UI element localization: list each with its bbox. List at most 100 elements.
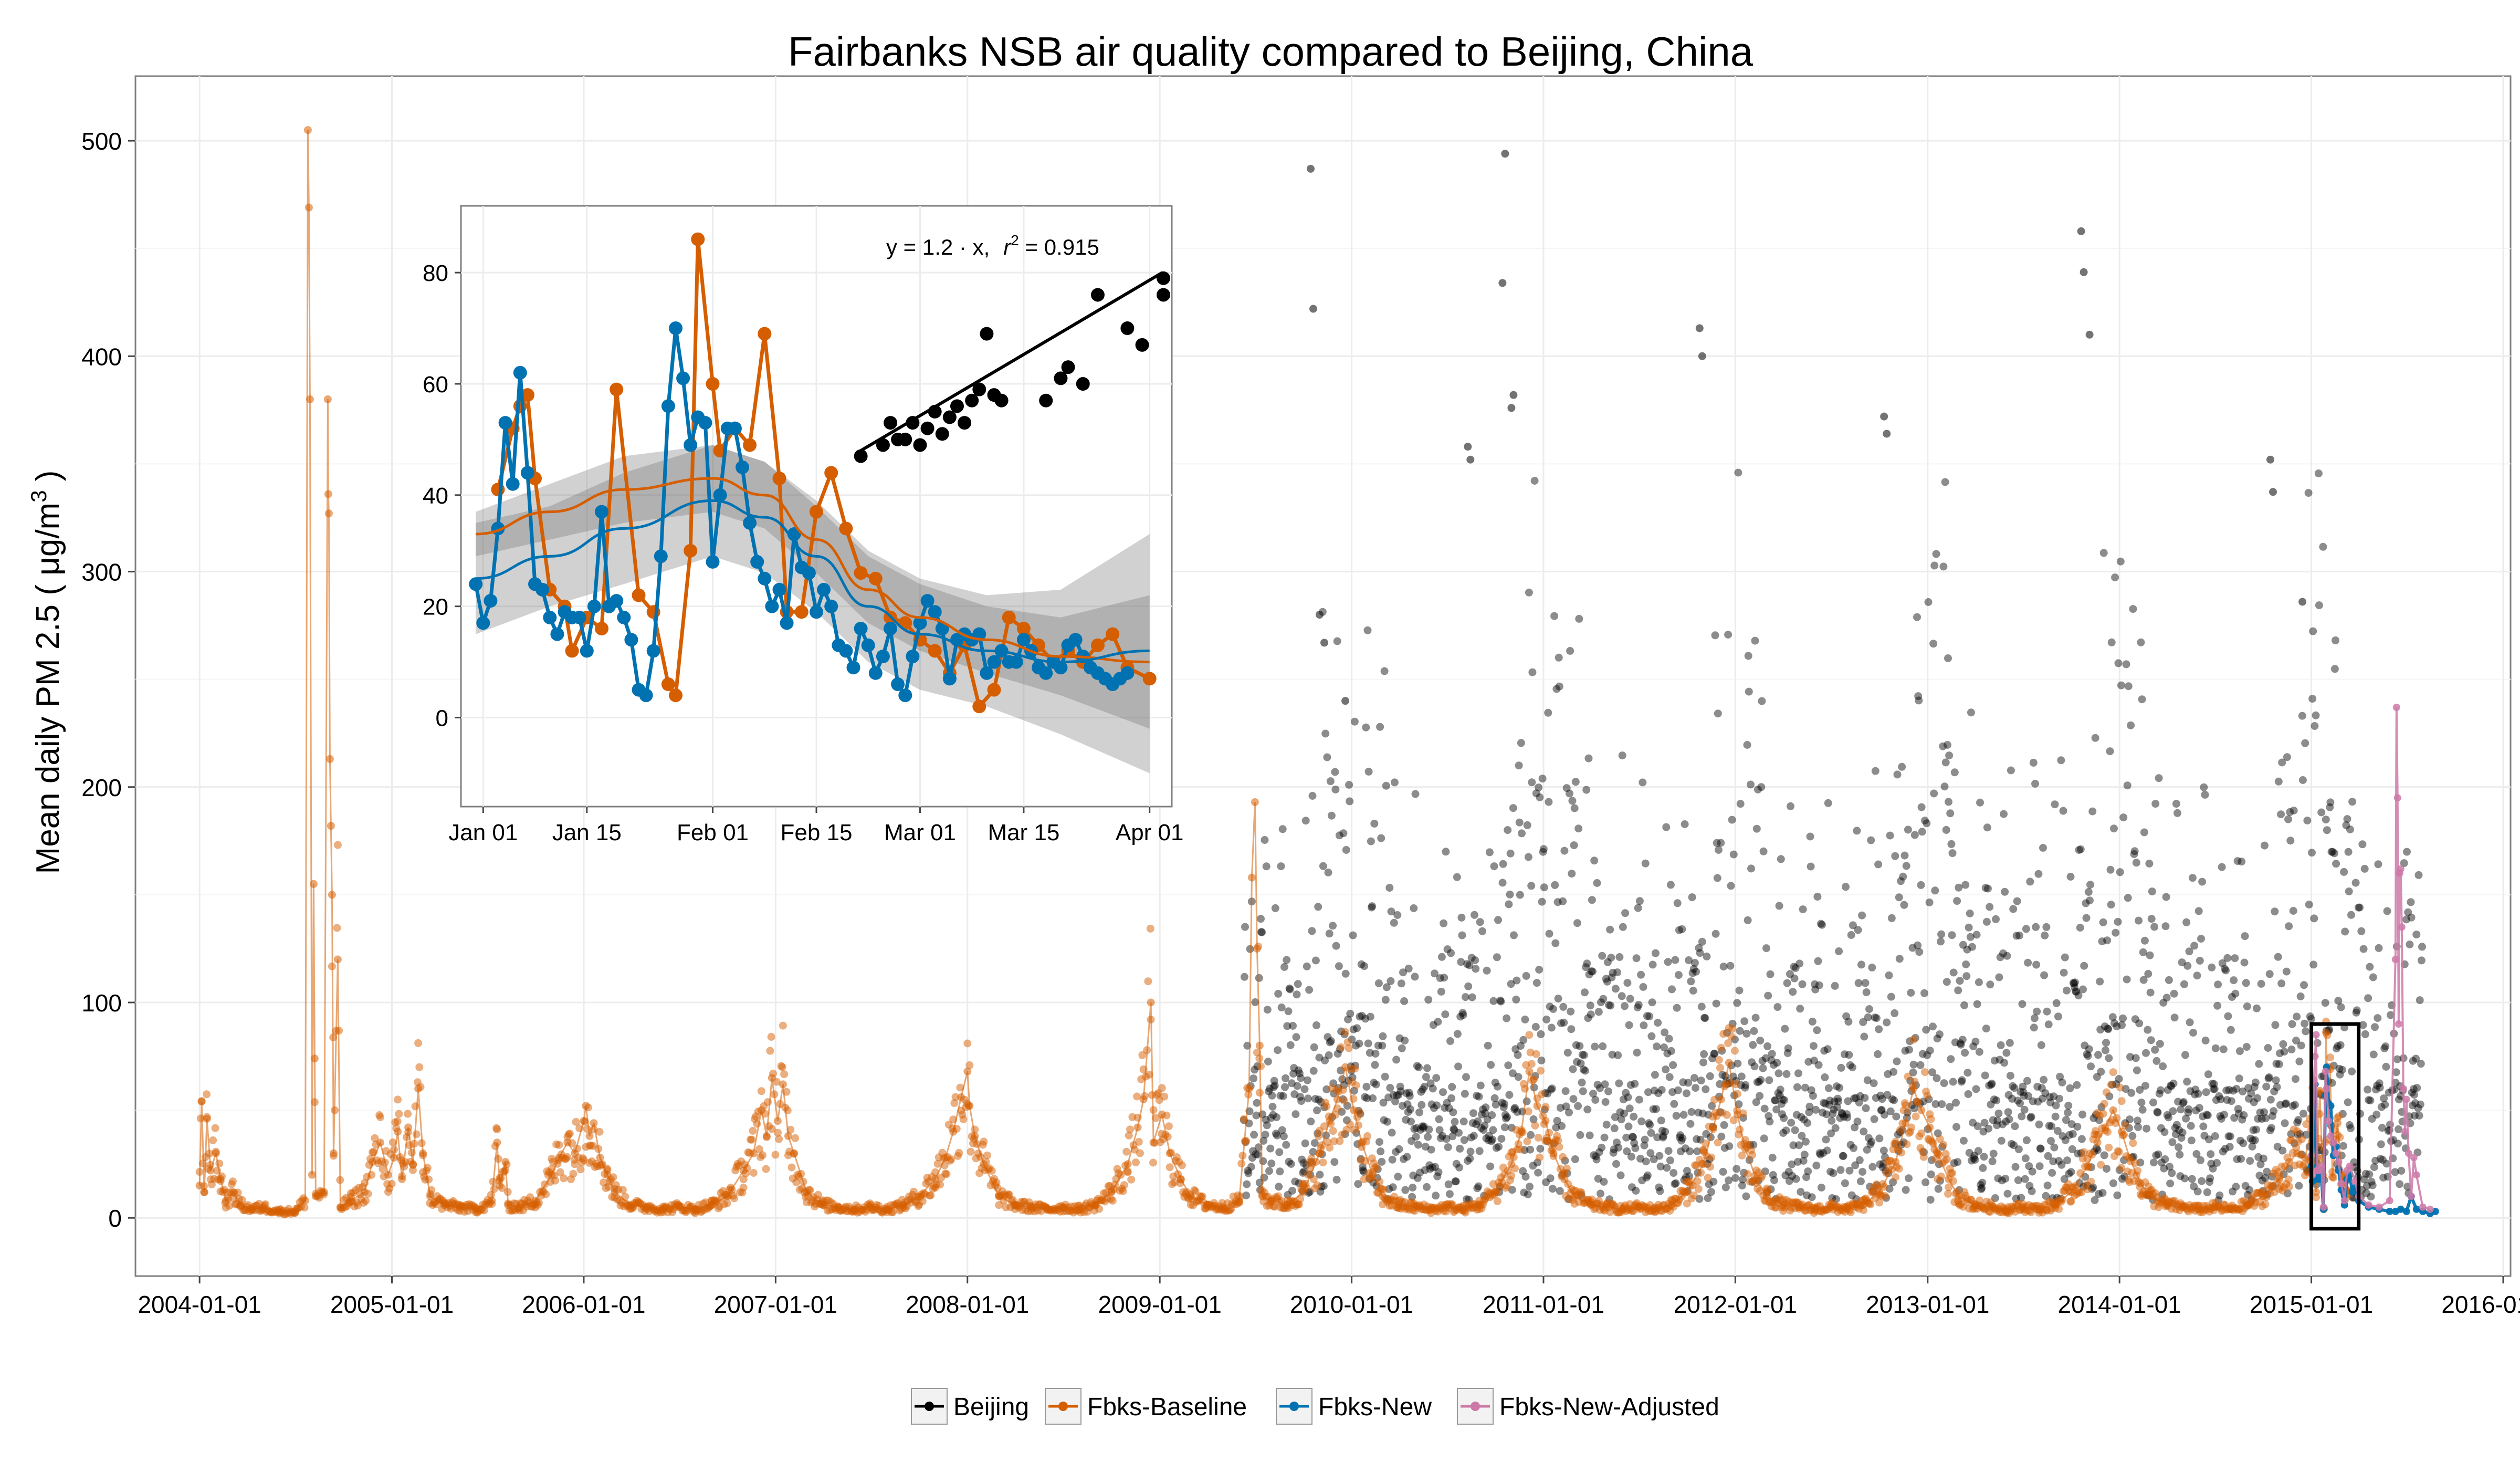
series-point bbox=[1255, 1041, 1264, 1050]
beijing-point bbox=[1801, 1083, 1809, 1092]
baseline-point bbox=[1320, 1122, 1328, 1131]
beijing-point bbox=[1329, 922, 1337, 930]
series-point bbox=[1341, 1063, 1349, 1071]
beijing-point bbox=[2169, 1107, 2177, 1115]
beijing-point bbox=[2199, 1112, 2207, 1121]
beijing-point bbox=[1771, 1096, 1780, 1104]
legend-label: Fbks-New bbox=[1318, 1393, 1432, 1421]
inset-series-point bbox=[572, 610, 586, 624]
baseline-point bbox=[1351, 1064, 1359, 1073]
inset-series-point bbox=[743, 438, 757, 452]
beijing-point bbox=[1440, 974, 1448, 982]
beijing-point bbox=[1888, 1095, 1896, 1103]
beijing-point bbox=[1842, 1012, 1851, 1020]
beijing-point bbox=[1666, 881, 1675, 889]
baseline-point bbox=[1559, 1153, 1567, 1161]
beijing-point bbox=[2183, 962, 2192, 970]
beijing-point bbox=[1875, 1025, 1883, 1033]
series-point bbox=[496, 1182, 504, 1190]
beijing-point bbox=[2249, 1126, 2258, 1134]
series-point bbox=[2293, 1149, 2302, 1157]
beijing-point bbox=[1498, 879, 1507, 887]
series-point bbox=[867, 1203, 875, 1211]
beijing-point bbox=[2288, 1020, 2296, 1028]
beijing-point bbox=[2096, 1026, 2105, 1034]
beijing-point bbox=[2133, 1116, 2141, 1125]
beijing-point bbox=[1421, 1143, 1430, 1151]
beijing-point bbox=[1840, 1113, 1848, 1121]
series-point bbox=[390, 1153, 398, 1162]
series-point bbox=[779, 1080, 787, 1089]
beijing-point bbox=[1454, 1062, 1462, 1071]
beijing-point bbox=[2236, 1136, 2244, 1145]
beijing-point bbox=[1784, 1044, 1792, 1052]
beijing-point bbox=[1388, 1155, 1396, 1164]
beijing-point bbox=[2021, 1175, 2029, 1183]
beijing-point bbox=[1487, 1061, 1495, 1069]
beijing-point bbox=[1861, 1094, 1869, 1102]
beijing-point bbox=[1572, 1041, 1580, 1049]
series-point bbox=[2035, 1205, 2043, 1214]
beijing-point bbox=[1828, 1116, 1836, 1125]
series-point bbox=[802, 1188, 811, 1196]
beijing-point bbox=[1711, 631, 1719, 640]
beijing-point bbox=[1357, 960, 1366, 968]
series-point bbox=[361, 1188, 369, 1196]
beijing-point bbox=[2137, 1099, 2146, 1106]
beijing-point bbox=[1574, 824, 1583, 833]
beijing-point bbox=[2024, 958, 2032, 967]
beijing-point bbox=[1692, 967, 1700, 976]
baseline-point bbox=[1164, 1122, 1173, 1131]
baseline-point bbox=[1724, 1039, 1732, 1047]
inset-series-point bbox=[1054, 661, 1068, 675]
beijing-point bbox=[1339, 829, 1348, 838]
beijing-point bbox=[2328, 848, 2337, 856]
beijing-point bbox=[1855, 1156, 1864, 1164]
beijing-point bbox=[1519, 1167, 1527, 1175]
beijing-point bbox=[2003, 1189, 2012, 1198]
beijing-point bbox=[1641, 859, 1650, 868]
baseline-point bbox=[1683, 1199, 1691, 1208]
beijing-point bbox=[1584, 754, 1593, 762]
beijing-point bbox=[1990, 1095, 1998, 1104]
baseline-point bbox=[967, 1147, 975, 1156]
baseline-point bbox=[1136, 1149, 1144, 1157]
beijing-point bbox=[1437, 953, 1446, 961]
beijing-point bbox=[1956, 977, 1964, 985]
beijing-point bbox=[1814, 957, 1822, 965]
beijing-point bbox=[1683, 1167, 1691, 1175]
series-point bbox=[200, 1188, 208, 1196]
beijing-point bbox=[1902, 862, 1910, 870]
inset-series-point bbox=[684, 438, 698, 452]
beijing-point bbox=[1893, 1057, 1901, 1065]
beijing-point bbox=[1265, 1167, 1273, 1175]
beijing-point bbox=[1733, 999, 1741, 1007]
beijing-point bbox=[2200, 783, 2208, 791]
beijing-point bbox=[2206, 1178, 2214, 1186]
beijing-point bbox=[1301, 817, 1310, 825]
beijing-point bbox=[2271, 907, 2279, 916]
baseline-point bbox=[1715, 1056, 1723, 1064]
beijing-point bbox=[1950, 768, 1959, 777]
baseline-point bbox=[551, 1176, 559, 1185]
beijing-point bbox=[1597, 998, 1605, 1007]
beijing-point bbox=[2011, 1163, 2020, 1171]
beijing-point bbox=[2283, 753, 2291, 761]
beijing-point bbox=[2216, 1112, 2224, 1120]
series-point bbox=[1379, 1192, 1387, 1200]
baseline-point bbox=[1120, 1181, 1128, 1189]
beijing-point bbox=[1448, 1083, 1456, 1091]
inset-series-point bbox=[1039, 666, 1053, 680]
series-point bbox=[1570, 1192, 1579, 1200]
beijing-point bbox=[1805, 1102, 1814, 1111]
beijing-point bbox=[1656, 1187, 1664, 1195]
beijing-point bbox=[2290, 807, 2298, 814]
beijing-point bbox=[1475, 1092, 1483, 1101]
beijing-point bbox=[1868, 963, 1876, 971]
baseline-point bbox=[1339, 1086, 1347, 1094]
beijing-point bbox=[1503, 1014, 1511, 1022]
beijing-point bbox=[1453, 873, 1461, 881]
beijing-point bbox=[1732, 1165, 1741, 1173]
series-point bbox=[1203, 1201, 1211, 1209]
beijing-point bbox=[1658, 1133, 1667, 1142]
